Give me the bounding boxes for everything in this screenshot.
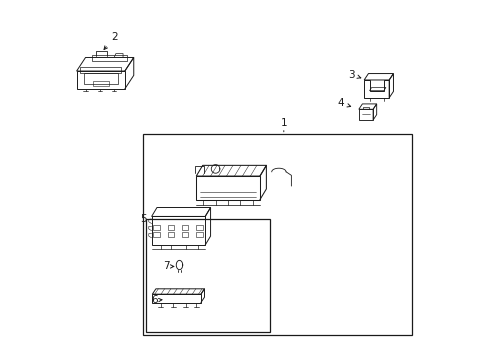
Text: 5: 5: [140, 214, 151, 224]
Text: 6: 6: [151, 296, 162, 305]
Bar: [167, 232, 174, 237]
Bar: [196, 232, 203, 237]
Bar: [182, 225, 188, 230]
Bar: [167, 225, 174, 230]
Bar: [182, 232, 188, 237]
Text: 4: 4: [337, 98, 350, 108]
Bar: [146, 219, 269, 332]
Bar: [142, 134, 411, 336]
Text: 7: 7: [163, 261, 173, 271]
Text: 3: 3: [347, 69, 360, 80]
Bar: [153, 225, 160, 230]
Bar: [153, 232, 160, 237]
Text: 2: 2: [104, 32, 117, 49]
Bar: [196, 225, 203, 230]
Text: 1: 1: [280, 118, 286, 132]
